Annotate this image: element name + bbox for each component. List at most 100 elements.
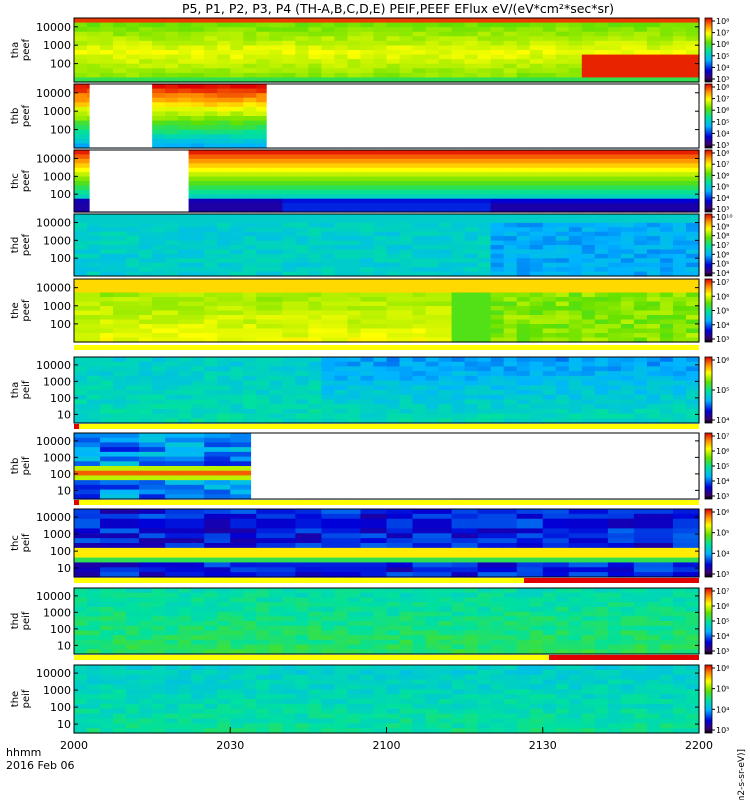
heatmap-cell xyxy=(256,288,270,294)
heatmap-cell xyxy=(620,185,635,191)
heatmap-cell xyxy=(412,68,427,74)
heatmap-cell xyxy=(256,249,270,255)
heatmap-cell xyxy=(373,18,388,24)
heatmap-cell xyxy=(451,404,466,410)
heatmap-cell xyxy=(685,214,700,220)
heatmap-cell xyxy=(243,27,257,33)
heatmap-cell xyxy=(659,306,674,312)
heatmap-cell xyxy=(685,245,700,251)
heatmap-cell xyxy=(204,134,218,140)
heatmap-cell xyxy=(347,413,362,419)
heatmap-cell xyxy=(217,404,231,410)
heatmap-cell xyxy=(490,404,505,410)
heatmap-cell xyxy=(347,337,362,343)
heatmap-cell xyxy=(620,203,635,209)
heatmap-cell xyxy=(633,222,648,228)
heatmap-cell xyxy=(594,375,609,382)
heatmap-cell xyxy=(139,552,153,559)
heatmap-cell xyxy=(659,375,674,382)
heatmap-cell xyxy=(217,399,231,405)
heatmap-cell xyxy=(477,357,492,363)
heatmap-cell xyxy=(399,399,414,405)
heatmap-cell xyxy=(165,324,179,330)
heatmap-cell xyxy=(217,480,231,486)
heatmap-cell xyxy=(334,50,349,56)
heatmap-cell xyxy=(243,207,257,213)
heatmap-cell xyxy=(204,484,218,491)
heatmap-cell xyxy=(503,27,518,33)
heatmap-cell xyxy=(451,324,466,330)
heatmap-cell xyxy=(282,176,296,182)
y-axis-label: thcpeef xyxy=(10,169,32,192)
heatmap-cell xyxy=(659,271,674,277)
heatmap-cell xyxy=(243,111,257,117)
heatmap-cell xyxy=(425,158,440,164)
heatmap-cell xyxy=(386,366,401,372)
heatmap-cell xyxy=(542,306,557,312)
heatmap-cell xyxy=(321,50,336,56)
heatmap-cell xyxy=(607,181,622,187)
heatmap-cell xyxy=(581,227,596,233)
colorbar-tick-label: 10⁶ xyxy=(716,106,729,115)
heatmap-cell xyxy=(685,333,700,339)
heatmap-cell xyxy=(464,236,479,242)
heatmap-cell xyxy=(74,129,88,135)
heatmap-cell xyxy=(594,385,609,391)
heatmap-cell xyxy=(87,380,101,386)
heatmap-cell xyxy=(178,399,192,405)
heatmap-cell xyxy=(204,333,218,339)
heatmap-cell xyxy=(126,68,140,74)
heatmap-cell xyxy=(191,337,205,343)
heatmap-cell xyxy=(334,315,349,321)
heatmap-cell xyxy=(594,45,609,51)
heatmap-cell xyxy=(191,134,205,140)
heatmap-cell xyxy=(126,45,140,51)
heatmap-cell xyxy=(256,189,270,195)
heatmap-cell xyxy=(477,176,492,182)
heatmap-cell xyxy=(217,172,231,178)
heatmap-cell xyxy=(360,167,375,173)
heatmap-cell xyxy=(230,319,244,325)
heatmap-cell xyxy=(646,27,661,33)
heatmap-cell xyxy=(74,63,88,69)
heatmap-cell xyxy=(425,163,440,169)
heatmap-cell xyxy=(230,111,244,117)
heatmap-cell xyxy=(503,310,518,316)
heatmap-cell xyxy=(451,258,466,264)
heatmap-cell xyxy=(685,390,700,396)
heatmap-cell xyxy=(620,181,635,187)
heatmap-cell xyxy=(438,40,453,47)
heatmap-cell xyxy=(87,543,101,549)
heatmap-cell xyxy=(191,328,205,334)
heatmap-cell xyxy=(308,63,322,69)
heatmap-cell xyxy=(126,442,140,448)
heatmap-cell xyxy=(503,194,518,200)
heatmap-cell xyxy=(607,333,622,339)
heatmap-cell xyxy=(191,253,205,259)
heatmap-cell xyxy=(295,267,309,273)
heatmap-cell xyxy=(74,533,88,539)
heatmap-cell xyxy=(74,547,88,554)
heatmap-cell xyxy=(178,461,192,467)
heatmap-cell xyxy=(126,31,140,37)
heatmap-cell xyxy=(243,408,257,415)
heatmap-cell xyxy=(581,283,596,289)
heatmap-cell xyxy=(594,68,609,74)
heatmap-cell xyxy=(633,418,648,424)
heatmap-cell xyxy=(659,181,674,187)
heatmap-cell xyxy=(204,36,218,42)
heatmap-cell xyxy=(243,433,257,439)
heatmap-cell xyxy=(139,240,153,246)
heatmap-cell xyxy=(191,227,205,233)
heatmap-cell xyxy=(503,214,518,220)
heatmap-cell xyxy=(490,408,505,415)
heatmap-cell xyxy=(542,54,557,60)
heatmap-cell xyxy=(178,404,192,410)
heatmap-cell xyxy=(464,361,479,368)
heatmap-cell xyxy=(425,231,440,237)
heatmap-cell xyxy=(113,437,127,444)
heatmap-cell xyxy=(139,461,153,467)
heatmap-cell xyxy=(165,77,179,83)
heatmap-cell xyxy=(399,231,414,237)
heatmap-cell xyxy=(360,27,375,33)
